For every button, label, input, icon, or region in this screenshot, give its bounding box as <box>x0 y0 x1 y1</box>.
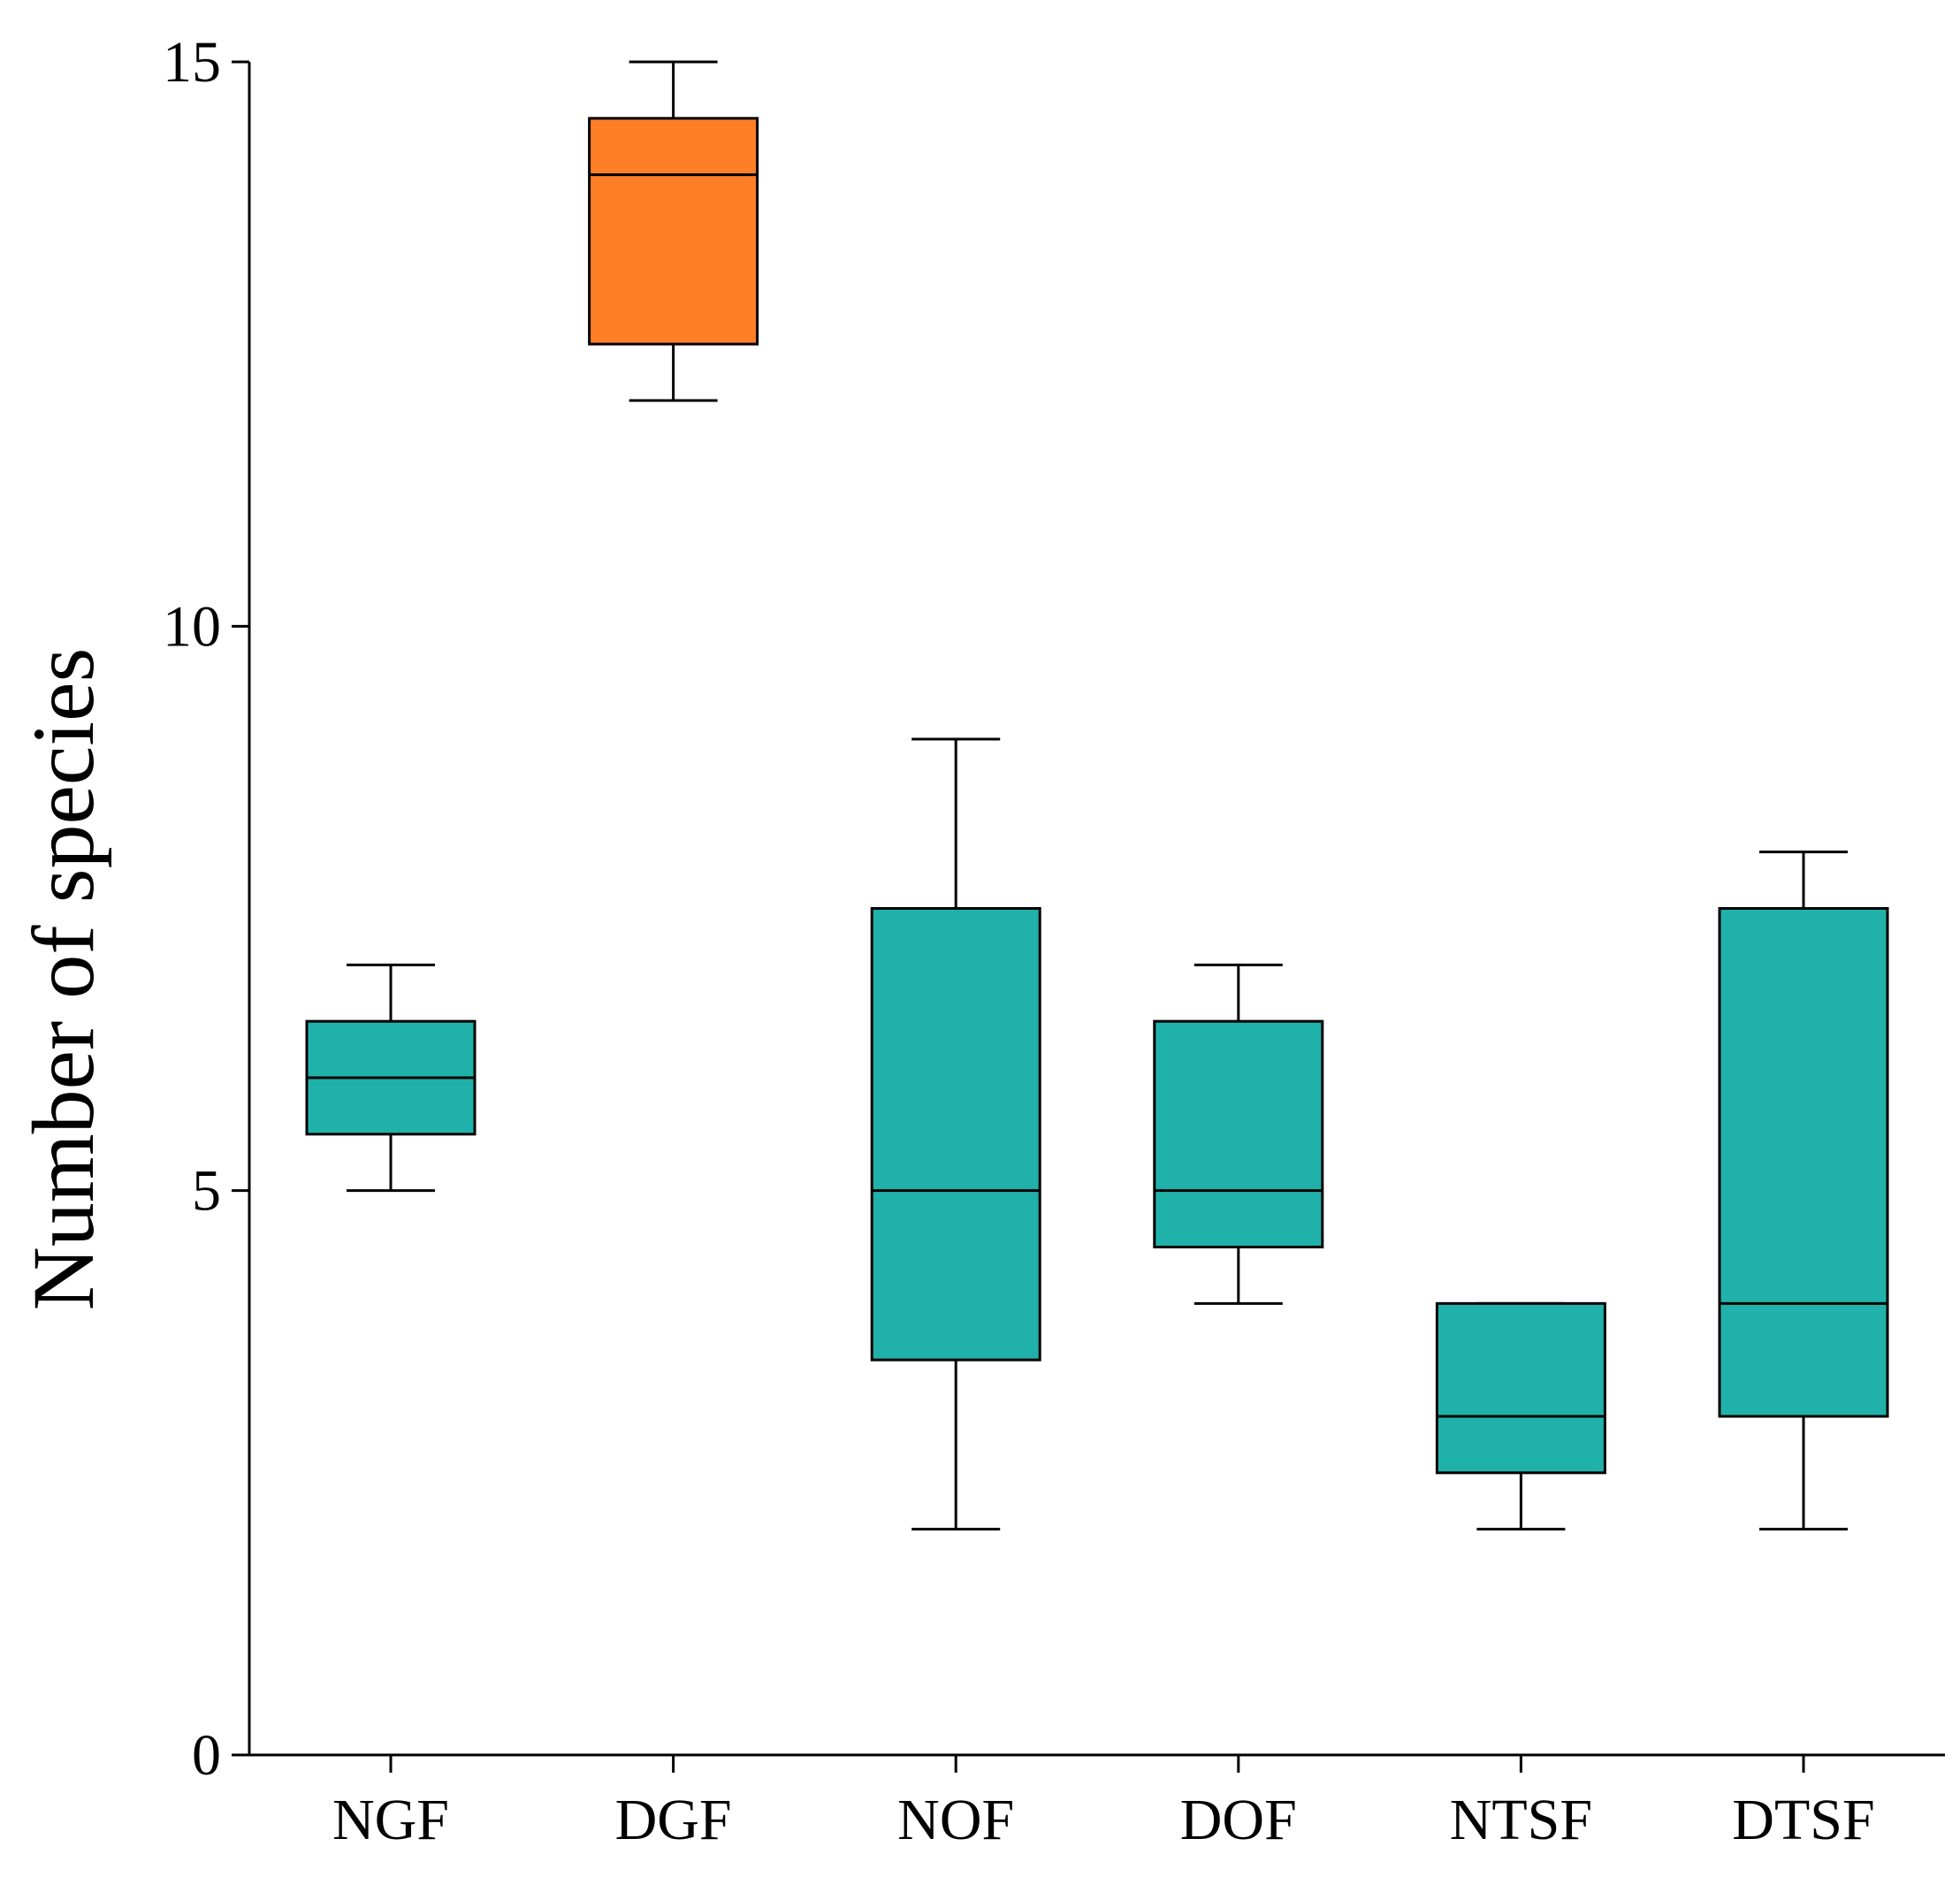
iqr-box <box>1153 1019 1324 1248</box>
x-tick-label: DTSF <box>1732 1788 1874 1852</box>
y-tick-label: 15 <box>163 30 221 95</box>
iqr-box <box>870 907 1041 1362</box>
box-dtsf <box>1718 851 1889 1531</box>
iqr-box <box>588 117 759 346</box>
x-tick-label: DGF <box>615 1788 732 1852</box>
iqr-box <box>1435 1301 1606 1475</box>
y-tick-label: 5 <box>192 1159 221 1224</box>
box-dof <box>1153 963 1324 1305</box>
x-tick-label: NTSF <box>1450 1788 1592 1852</box>
boxes <box>305 60 1889 1531</box>
box-ngf <box>305 963 477 1193</box>
box-dgf <box>588 60 759 402</box>
box-ntsf <box>1435 1301 1606 1531</box>
x-tick-label: NGF <box>332 1788 449 1852</box>
x-ticks: NGF DGF NOF DOF NTSF DTSF <box>332 1755 1875 1852</box>
y-axis-title: Number of species <box>14 648 112 1311</box>
y-tick-label: 0 <box>192 1723 221 1788</box>
axes <box>248 62 1945 1757</box>
iqr-box <box>1718 907 1889 1418</box>
y-ticks: 0 5 10 15 <box>163 30 249 1788</box>
x-tick-label: NOF <box>897 1788 1014 1852</box>
box-nof <box>870 737 1041 1531</box>
y-tick-label: 10 <box>163 594 221 659</box>
x-tick-label: DOF <box>1180 1788 1297 1852</box>
